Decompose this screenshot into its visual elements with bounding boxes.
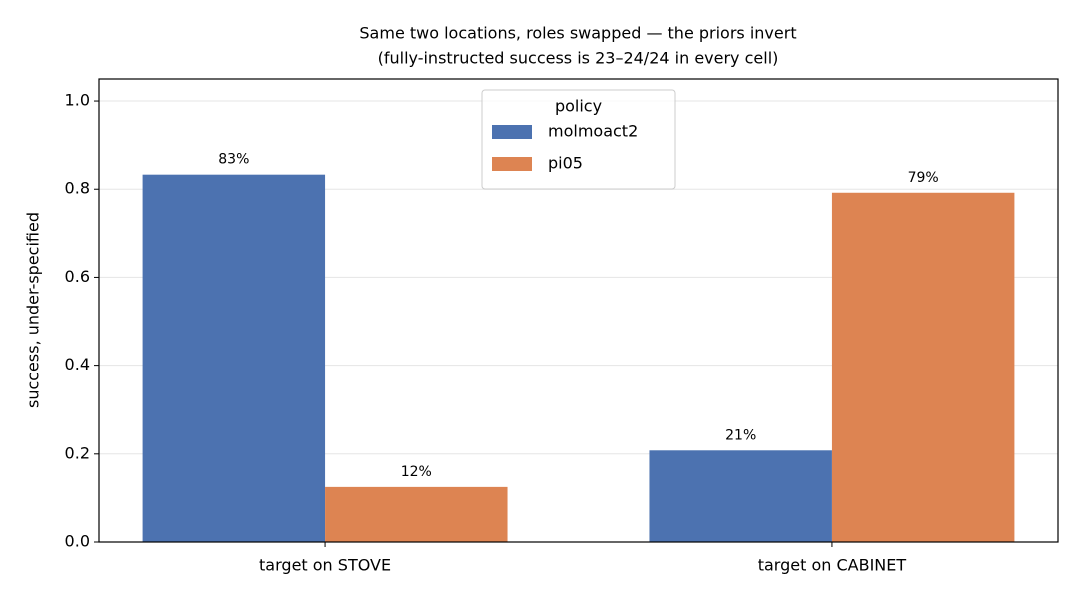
x-tick-label: target on CABINET xyxy=(758,556,907,575)
legend-label: pi05 xyxy=(548,154,583,173)
y-tick-label: 0.8 xyxy=(65,179,90,198)
chart-title: Same two locations, roles swapped — the … xyxy=(359,24,796,43)
bar xyxy=(649,450,832,542)
chart-subtitle: (fully-instructed success is 23–24/24 in… xyxy=(378,49,779,68)
y-tick-label: 0.0 xyxy=(65,532,90,551)
y-tick-label: 0.4 xyxy=(65,355,90,374)
value-label: 79% xyxy=(908,170,939,186)
y-tick-label: 0.6 xyxy=(65,267,90,286)
y-tick-label: 0.2 xyxy=(65,443,90,462)
y-tick-label: 1.0 xyxy=(65,91,90,110)
value-label: 21% xyxy=(725,427,756,443)
plot-frame xyxy=(98,78,1059,543)
legend-swatch xyxy=(492,157,532,171)
bar xyxy=(142,174,326,543)
x-tick-label: target on STOVE xyxy=(259,556,391,575)
y-axis-label: success, under-specified xyxy=(24,212,43,408)
legend-swatch xyxy=(492,125,532,139)
bar xyxy=(325,486,508,542)
legend-label: molmoact2 xyxy=(548,122,638,141)
value-label: 83% xyxy=(218,152,249,168)
bar xyxy=(831,192,1015,542)
value-label: 12% xyxy=(401,464,432,480)
legend-title: policy xyxy=(555,97,602,116)
